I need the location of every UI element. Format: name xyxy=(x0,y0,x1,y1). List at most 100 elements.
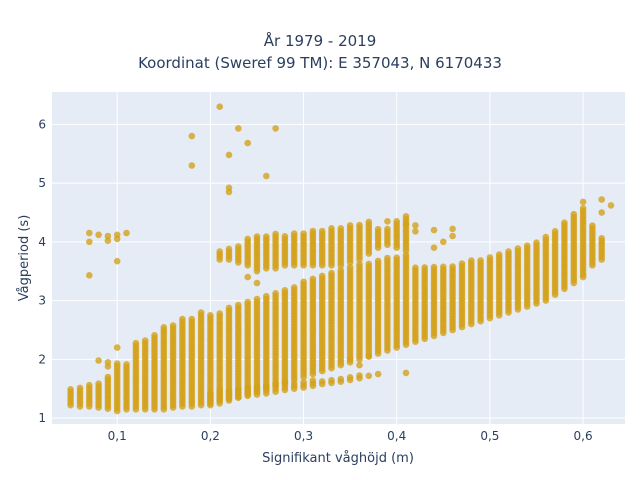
scatter-point xyxy=(86,381,93,389)
scatter-point xyxy=(225,188,233,196)
scatter-point xyxy=(365,372,373,380)
scatter-point xyxy=(263,172,270,180)
y-tick-label: 1 xyxy=(38,411,46,425)
scatter-point xyxy=(86,272,93,279)
scatter-point xyxy=(104,232,112,240)
scatter-point xyxy=(300,230,307,237)
scatter-point xyxy=(430,226,438,234)
scatter-point xyxy=(104,373,112,381)
scatter-point xyxy=(263,382,270,389)
scatter-point xyxy=(123,229,130,237)
scatter-point xyxy=(365,260,373,268)
scatter-point xyxy=(598,209,605,216)
scatter-point xyxy=(123,361,130,368)
scatter-point xyxy=(356,372,363,379)
scatter-point xyxy=(281,287,289,294)
scatter-point xyxy=(113,235,121,243)
scatter-point xyxy=(412,264,419,272)
scatter-points xyxy=(67,103,615,415)
x-tick-labels: 0,1 0,2 0,3 0,4 0,5 0,6 xyxy=(108,429,593,443)
chart-title: År 1979 - 2019 xyxy=(263,32,377,50)
scatter-point xyxy=(216,103,223,110)
scatter-point xyxy=(179,315,186,323)
scatter-point xyxy=(374,370,382,378)
scatter-point xyxy=(402,220,410,228)
scatter-point xyxy=(393,254,401,261)
scatter-point xyxy=(523,242,531,249)
scatter-point xyxy=(104,363,112,370)
scatter-point xyxy=(290,380,298,387)
scatter-point xyxy=(421,264,429,271)
scatter-point xyxy=(104,237,112,244)
scatter-point xyxy=(113,344,121,351)
scatter-point xyxy=(449,263,456,270)
scatter-point xyxy=(141,337,149,344)
x-tick-label: 0,1 xyxy=(108,429,127,443)
scatter-point xyxy=(328,225,335,232)
scatter-point xyxy=(346,222,354,229)
scatter-point xyxy=(402,213,410,220)
scatter-point xyxy=(188,132,196,140)
scatter-point xyxy=(337,266,345,274)
y-tick-label: 6 xyxy=(38,117,46,131)
scatter-point xyxy=(113,360,121,367)
scatter-point xyxy=(440,238,447,246)
x-tick-label: 0,5 xyxy=(480,429,499,443)
scatter-point xyxy=(216,248,223,255)
scatter-point xyxy=(216,310,223,317)
y-axis-title: Vågperiod (s) xyxy=(17,215,32,302)
y-tick-labels: 1 2 3 4 5 6 xyxy=(38,117,46,425)
x-tick-label: 0,3 xyxy=(294,429,313,443)
scatter-point xyxy=(188,162,196,169)
scatter-point xyxy=(412,222,419,229)
scatter-point xyxy=(309,377,317,384)
x-tick-label: 0,4 xyxy=(387,429,406,443)
scatter-point xyxy=(253,267,261,275)
scatter-point xyxy=(300,278,307,286)
chart-subtitle: Koordinat (Sweref 99 TM): E 357043, N 61… xyxy=(138,54,502,72)
scatter-point xyxy=(486,254,494,261)
scatter-point xyxy=(356,361,363,369)
scatter-point xyxy=(225,304,233,312)
scatter-point xyxy=(169,322,177,329)
scatter-point xyxy=(95,231,102,239)
scatter-point xyxy=(235,386,242,393)
scatter-point xyxy=(570,210,578,218)
x-tick-label: 0,2 xyxy=(201,429,220,443)
scatter-point xyxy=(207,389,214,397)
scatter-point xyxy=(318,227,326,235)
scatter-point xyxy=(113,257,121,265)
scatter-point xyxy=(197,309,205,316)
scatter-point xyxy=(533,239,540,246)
scatter-point xyxy=(253,279,261,287)
scatter-point xyxy=(95,380,102,388)
scatter-point xyxy=(272,380,279,388)
scatter-point xyxy=(253,295,261,303)
scatter-point xyxy=(468,257,475,264)
scatter-point xyxy=(393,218,401,225)
scatter-point xyxy=(356,221,363,229)
scatter-point xyxy=(430,244,438,251)
scatter-point xyxy=(477,257,484,264)
y-tick-label: 2 xyxy=(38,352,46,366)
scatter-point xyxy=(384,218,391,225)
scatter-point xyxy=(458,260,466,267)
scatter-point xyxy=(328,376,335,384)
scatter-point xyxy=(384,254,391,262)
scatter-point xyxy=(188,315,196,323)
scatter-point xyxy=(412,228,419,235)
scatter-point xyxy=(579,198,587,206)
scatter-point xyxy=(309,227,317,235)
scatter-point xyxy=(253,233,261,240)
scatter-point xyxy=(598,196,605,203)
scatter-point xyxy=(589,222,596,229)
scatter-point xyxy=(318,272,326,280)
scatter-point xyxy=(263,233,270,240)
scatter-point xyxy=(449,225,456,233)
scatter-point xyxy=(76,384,84,392)
scatter-point xyxy=(86,238,93,246)
scatter-point xyxy=(505,248,512,255)
scatter-point xyxy=(67,386,74,393)
scatter-point xyxy=(551,228,559,235)
